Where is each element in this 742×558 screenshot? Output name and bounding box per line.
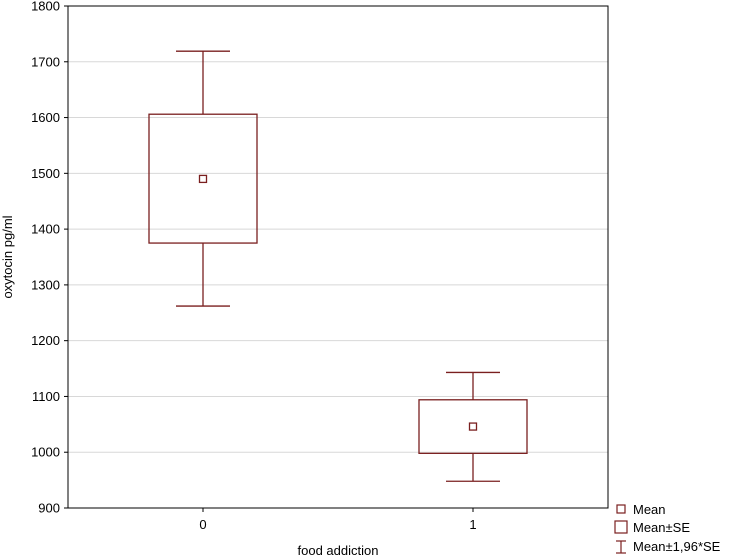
- y-tick-label-1800: 1800: [31, 0, 60, 14]
- mean-marker-0: [198, 174, 208, 184]
- mean-marker-1: [468, 422, 478, 431]
- se-box-1: [418, 399, 528, 454]
- legend-se-marker: [614, 520, 628, 534]
- grid-lines: [68, 61, 608, 453]
- plot-frame: [67, 5, 609, 509]
- y-tick-label-1700: 1700: [31, 54, 60, 69]
- y-tick-label-1600: 1600: [31, 110, 60, 125]
- y-tick-label-1100: 1100: [32, 389, 60, 404]
- y-tick-label-1200: 1200: [31, 333, 60, 348]
- y-axis-title: oxytocin pg/ml: [0, 215, 15, 298]
- legend: Mean Mean±SE Mean±1,96*SE: [614, 502, 721, 554]
- se-box-0: [148, 113, 258, 244]
- y-tick-label-1300: 1300: [31, 277, 60, 292]
- x-axis-title: food addiction: [298, 543, 379, 558]
- legend-mean-label: Mean: [633, 502, 666, 517]
- x-tick-label-1: 1: [469, 517, 476, 532]
- legend-ci-marker: [616, 540, 626, 554]
- group-1: [418, 371, 528, 482]
- legend-ci-label: Mean±1,96*SE: [633, 539, 721, 554]
- y-tick-label-1500: 1500: [31, 166, 60, 181]
- y-tick-label-900: 900: [38, 501, 60, 516]
- group-0: [148, 50, 258, 307]
- x-tick-label-0: 0: [199, 517, 206, 532]
- legend-mean-marker: [616, 504, 626, 514]
- y-tick-label-1000: 1000: [31, 445, 60, 460]
- legend-se-label: Mean±SE: [633, 520, 690, 535]
- data-groups: [148, 50, 528, 482]
- y-axis: 900 1000 1100 1200 1300 1400 1500 1600 1700 1800: [31, 0, 68, 516]
- y-tick-label-1400: 1400: [31, 222, 60, 237]
